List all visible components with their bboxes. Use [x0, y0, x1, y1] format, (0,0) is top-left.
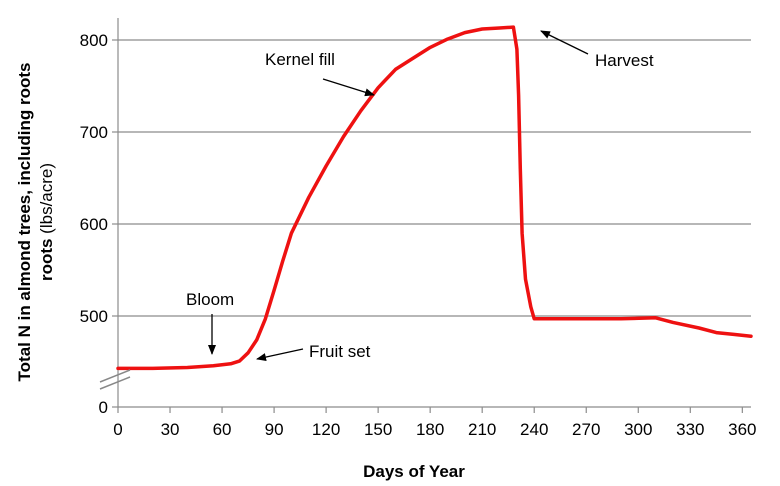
- x-tick-label-0: 0: [113, 420, 122, 439]
- x-tick-label-60: 60: [213, 420, 232, 439]
- svg-text:roots (lbs/acre): roots (lbs/acre): [37, 163, 56, 281]
- x-tick-labels: 0 30 60 90 120 150 180 210 240 270 300 330 360: [113, 407, 757, 439]
- y-tick-label-800: 800: [80, 31, 108, 50]
- series-line-0: [116, 25, 753, 371]
- annotation-fruit-set-arrow: [256, 348, 304, 361]
- x-tick-label-180: 180: [416, 420, 444, 439]
- annotation-harvest-arrow: [540, 30, 589, 55]
- annotation-bloom: Bloom: [186, 290, 234, 355]
- annotation-kernel-fill-arrow: [322, 78, 375, 97]
- y-axis-title: Total N in almond trees, including roots: [15, 63, 34, 382]
- x-tick-label-120: 120: [312, 420, 340, 439]
- axes: [117, 18, 751, 408]
- series-lines: [116, 25, 753, 371]
- y-tick-label-0: 0: [99, 398, 108, 417]
- annotation-kernel-fill-label: Kernel fill: [265, 50, 335, 69]
- annotation-kernel-fill: Kernel fill: [265, 50, 375, 97]
- annotation-fruit-set-label: Fruit set: [309, 342, 371, 361]
- y-tick-labels: 0 500 600 700 800: [80, 31, 118, 417]
- x-tick-label-150: 150: [364, 420, 392, 439]
- y-tick-label-700: 700: [80, 123, 108, 142]
- x-tick-label-90: 90: [265, 420, 284, 439]
- annotation-fruit-set: Fruit set: [256, 342, 371, 361]
- y-tick-label-500: 500: [80, 307, 108, 326]
- x-axis-title: Days of Year: [363, 462, 465, 481]
- x-tick-label-30: 30: [161, 420, 180, 439]
- x-tick-label-300: 300: [624, 420, 652, 439]
- x-tick-label-210: 210: [468, 420, 496, 439]
- y-axis-units: (lbs/acre): [37, 163, 56, 234]
- x-tick-label-360: 360: [728, 420, 756, 439]
- annotation-harvest-label: Harvest: [595, 51, 654, 70]
- x-tick-label-270: 270: [572, 420, 600, 439]
- annotation-bloom-label: Bloom: [186, 290, 234, 309]
- x-tick-label-240: 240: [520, 420, 548, 439]
- y-axis-break: [99, 369, 131, 390]
- annotation-harvest: Harvest: [540, 30, 654, 70]
- x-tick-label-330: 330: [676, 420, 704, 439]
- y-tick-label-600: 600: [80, 215, 108, 234]
- gridlines: [118, 39, 751, 317]
- y-axis-title-roots: roots: [37, 239, 56, 282]
- y-axis-title-line2: roots (lbs/acre): [37, 163, 56, 281]
